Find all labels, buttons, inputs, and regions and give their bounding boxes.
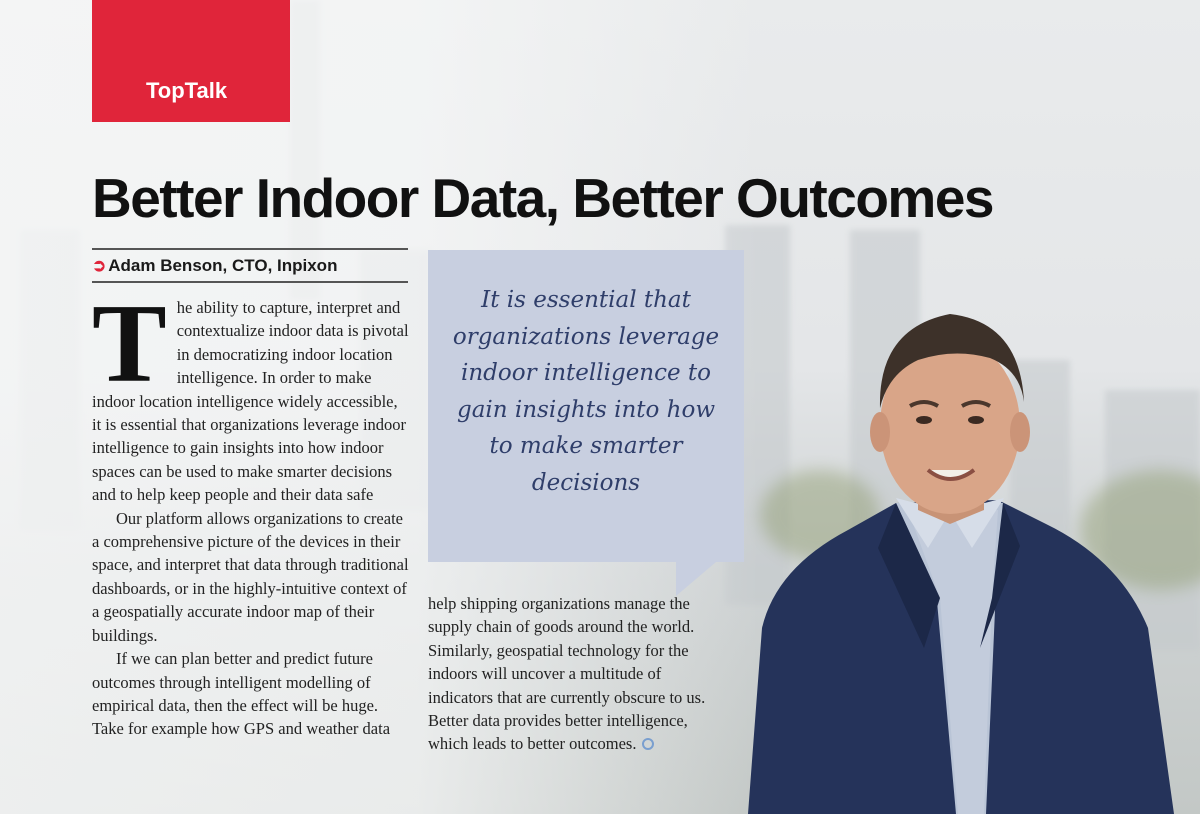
byline-text: Adam Benson, CTO, Inpixon (108, 256, 338, 275)
paragraph-4-text: help shipping organizations manage the s… (428, 594, 706, 754)
drop-cap: T (92, 282, 167, 406)
byline-rule-bottom (92, 281, 408, 283)
pull-quote-box (428, 250, 744, 562)
pull-quote-tail (676, 562, 716, 596)
paragraph-3: If we can plan better and predict future… (92, 649, 391, 739)
section-tag-background (92, 0, 290, 122)
pull-quote-text: It is essential that organizations lever… (452, 287, 720, 496)
portrait-photo (748, 314, 1174, 814)
article-column-2: help shipping organizations manage the s… (428, 592, 728, 756)
arrow-icon: ➲ (92, 256, 107, 275)
section-tag: TopTalk (146, 78, 228, 103)
byline-rule-top (92, 248, 408, 250)
paragraph-4: help shipping organizations manage the s… (428, 592, 728, 756)
end-of-article-icon (642, 738, 655, 751)
paragraph-1-text: he ability to capture, interpret and con… (92, 298, 409, 505)
article-title: Better Indoor Data, Better Outcomes (92, 167, 995, 229)
byline: ➲ Adam Benson, CTO, Inpixon (92, 256, 337, 276)
paragraph-2: Our platform allows organizations to cre… (92, 508, 409, 645)
